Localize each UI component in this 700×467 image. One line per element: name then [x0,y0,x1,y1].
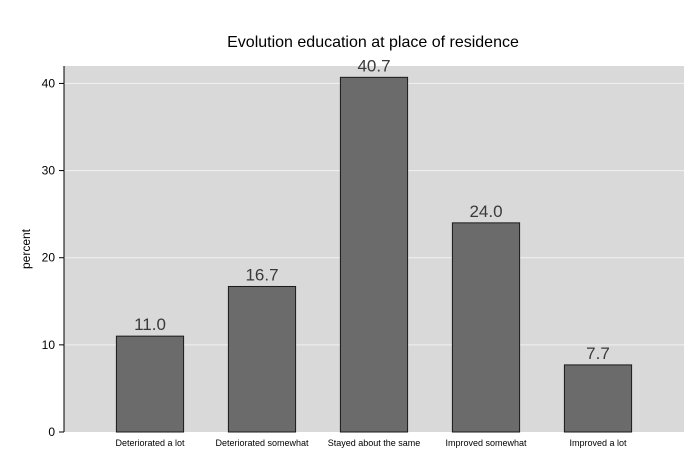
data-label: 11.0 [134,315,166,334]
y-tick-label: 20 [42,251,56,265]
bar-1 [115,335,185,433]
bar-2 [227,285,297,433]
data-label: 40.7 [357,56,390,75]
data-label: 24.0 [469,202,502,221]
x-tick-label: Deteriorated a lot [115,438,185,448]
x-tick-label: Improved somewhat [445,438,527,448]
y-tick-label: 0 [48,425,55,439]
x-axis-labels: Deteriorated a lot Deteriorated somewhat S… [115,438,627,448]
y-tick-label: 30 [42,164,56,178]
data-label: 16.7 [245,265,278,284]
y-axis-title: percent [19,228,33,269]
data-labels: 11.0 16.7 40.7 24.0 7.7 [134,56,610,363]
x-tick-label: Deteriorated somewhat [215,438,309,448]
x-tick-label: Improved a lot [569,438,627,448]
y-tick-label: 40 [42,76,56,90]
data-label: 7.7 [586,344,610,363]
bar-5 [563,364,633,433]
bar-3 [339,76,409,433]
x-tick-label: Stayed about the same [328,438,421,448]
bar-4 [451,222,521,433]
chart-title: Evolution education at place of residenc… [227,34,519,51]
bars [115,76,633,433]
y-tick-label: 10 [42,338,56,352]
y-axis: 0 10 20 30 40 [42,66,65,439]
